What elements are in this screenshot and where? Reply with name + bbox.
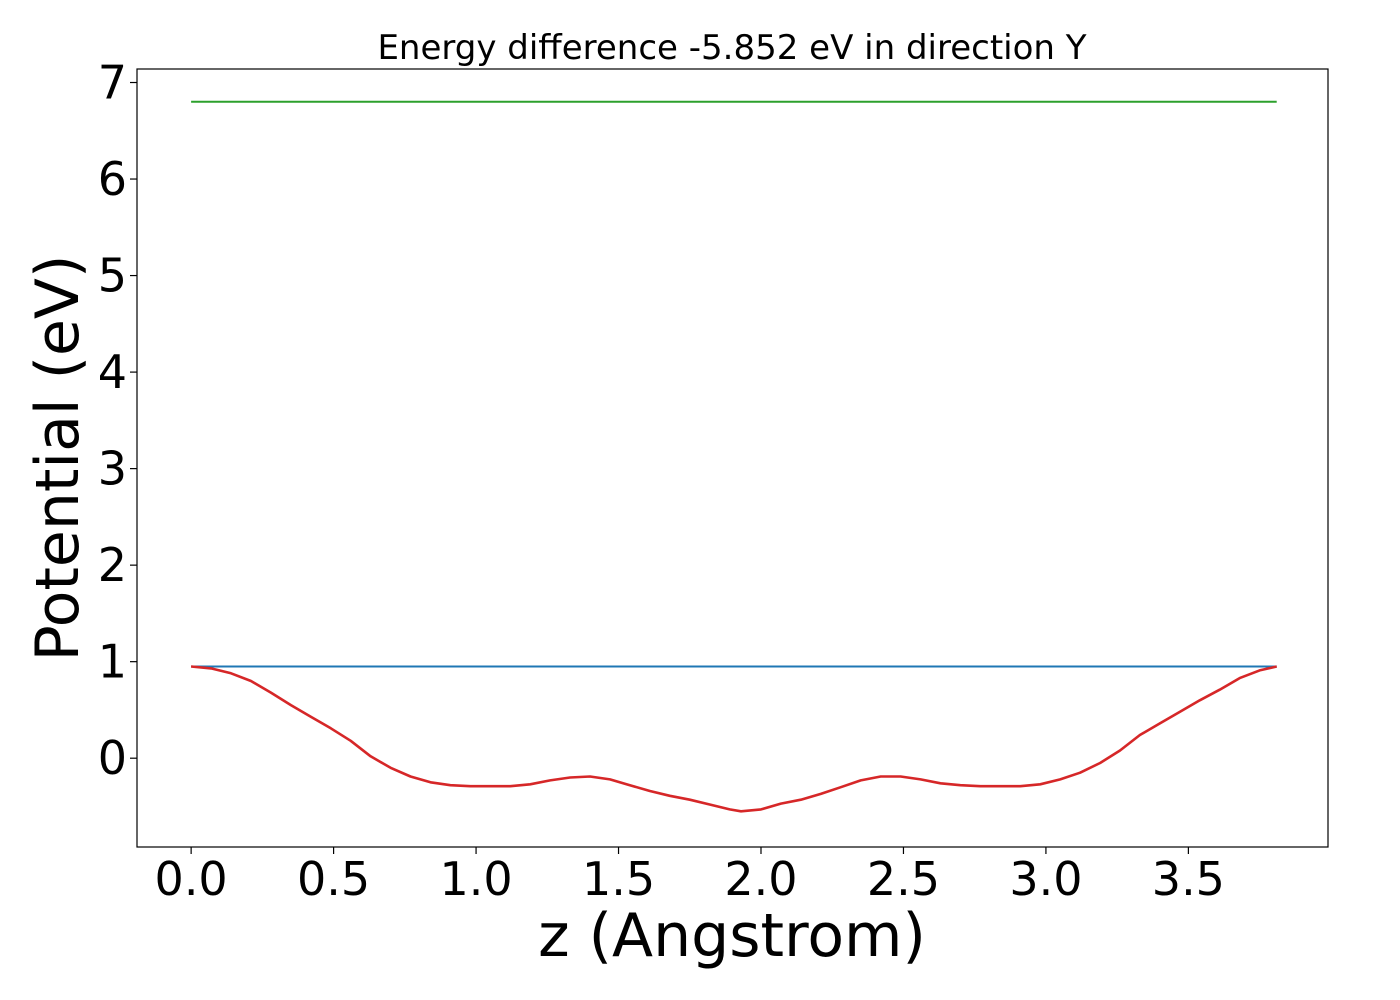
- x-tick-label-5: 2.5: [867, 852, 940, 906]
- x-axis-label: z (Angstrom): [538, 901, 926, 971]
- y-tick-label-7: 7: [98, 56, 127, 110]
- x-tick-label-2: 1.0: [439, 852, 512, 906]
- x-tick-label-0: 0.0: [155, 852, 228, 906]
- y-tick-label-5: 5: [98, 249, 127, 303]
- x-tick-label-7: 3.5: [1152, 852, 1225, 906]
- chart-title: Energy difference -5.852 eV in direction…: [377, 28, 1086, 68]
- y-axis: 0 1 2 3 4 5 6 7: [98, 56, 137, 785]
- y-tick-label-2: 2: [98, 538, 127, 592]
- y-tick-label-1: 1: [98, 635, 127, 689]
- x-tick-label-3: 1.5: [582, 852, 655, 906]
- x-axis: 0.0 0.5 1.0 1.5 2.0 2.5 3.0 3.5: [155, 847, 1225, 906]
- x-tick-label-6: 3.0: [1009, 852, 1082, 906]
- x-tick-label-4: 2.0: [724, 852, 797, 906]
- y-tick-label-4: 4: [98, 345, 127, 399]
- plot-frame: [136, 68, 1329, 848]
- series-line-2: [190, 665, 1277, 813]
- y-tick-label-3: 3: [98, 442, 127, 496]
- y-tick-label-6: 6: [98, 152, 127, 206]
- series-layer: [190, 100, 1277, 813]
- y-tick-label-0: 0: [98, 731, 127, 785]
- x-tick-label-1: 0.5: [297, 852, 370, 906]
- y-axis-label: Potential (eV): [23, 255, 93, 662]
